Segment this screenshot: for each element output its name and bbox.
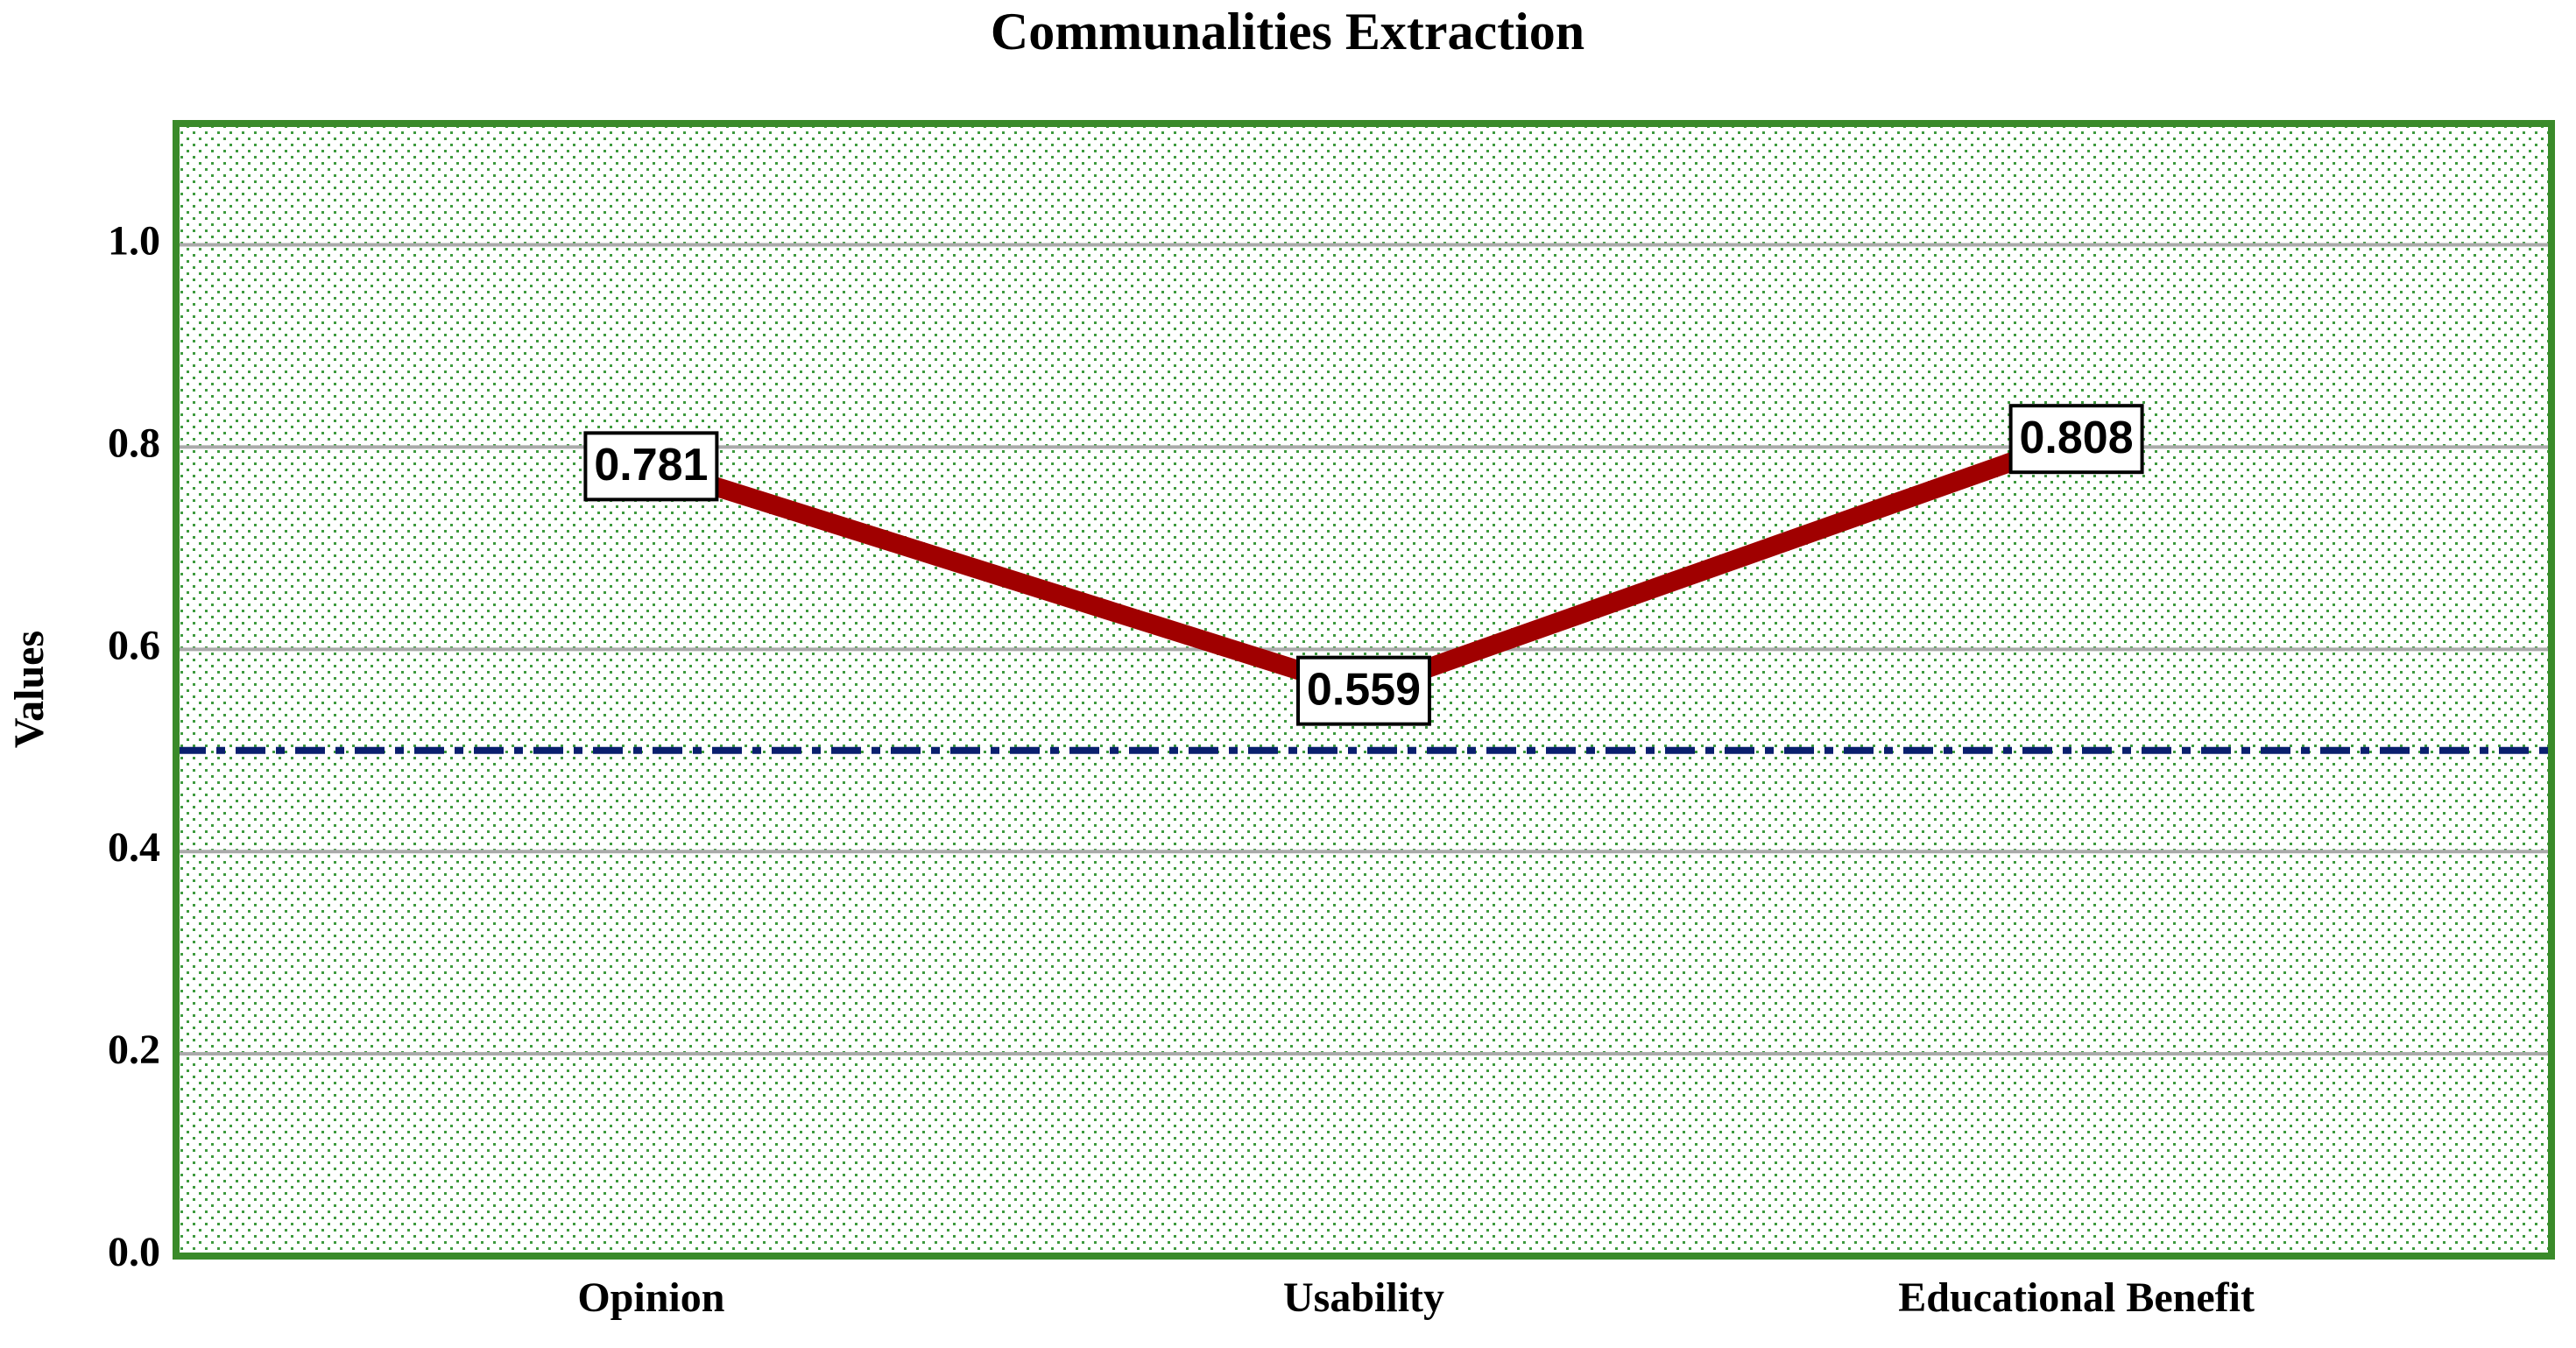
plot-border [173, 120, 2555, 1260]
y-tick-label: 1.0 [108, 218, 160, 265]
value-label: 0.781 [594, 440, 708, 491]
y-tick-label: 0.4 [108, 824, 160, 871]
value-label-box [2008, 404, 2144, 475]
value-label-box [1296, 655, 1431, 726]
y-tick-label: 0.8 [108, 420, 160, 466]
y-tick-label: 0.2 [108, 1027, 160, 1073]
value-label: 0.559 [1307, 664, 1421, 715]
y-tick-label: 0.0 [108, 1229, 160, 1275]
value-label: 0.808 [2020, 413, 2134, 463]
y-tick-label: 0.6 [108, 622, 160, 668]
chart-title: Communalities Extraction [991, 3, 1584, 60]
x-tick-label: Educational Benefit [1898, 1274, 2255, 1321]
y-axis-label: Values [6, 631, 53, 748]
value-label-box [583, 431, 719, 502]
x-tick-label: Usability [1283, 1274, 1444, 1321]
x-tick-label: Opinion [577, 1274, 724, 1321]
